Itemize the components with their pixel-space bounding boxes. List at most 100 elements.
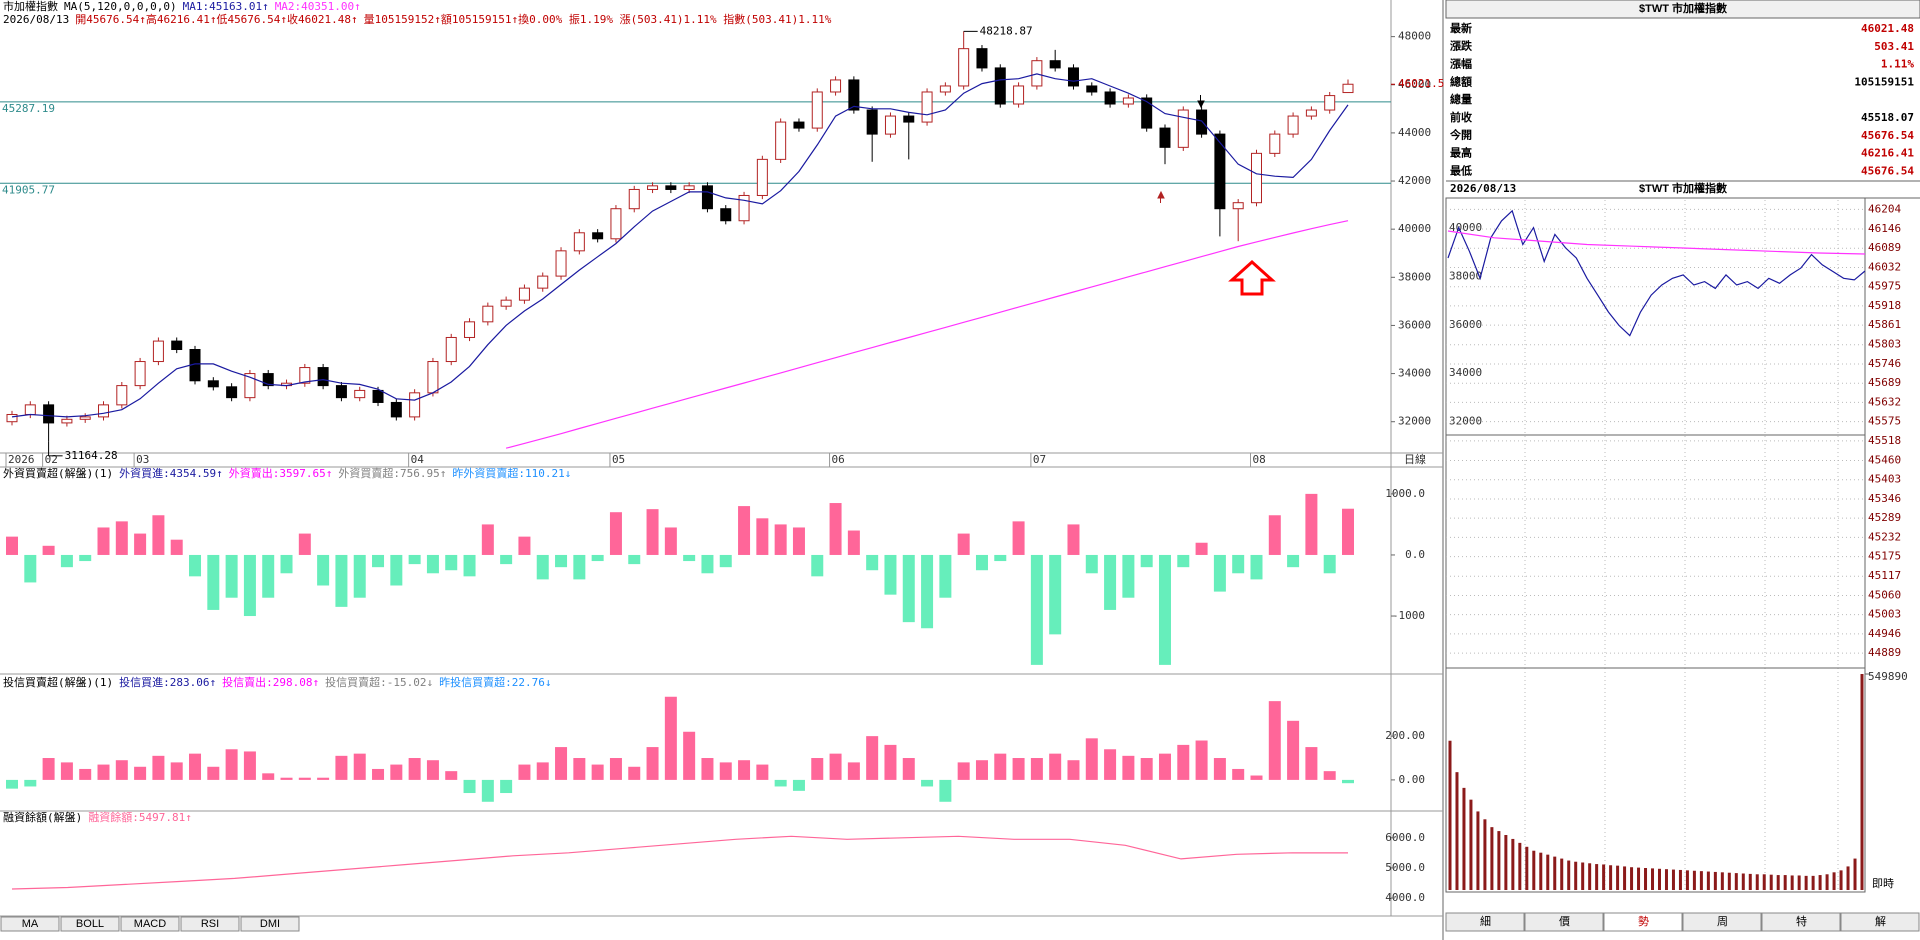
candle-body bbox=[317, 367, 329, 387]
candle-body bbox=[830, 79, 842, 93]
bar bbox=[792, 527, 805, 555]
bar bbox=[1195, 542, 1208, 555]
side-tab-label[interactable]: 解 bbox=[1875, 914, 1886, 928]
candle-body bbox=[903, 115, 915, 123]
bar bbox=[646, 509, 659, 555]
y-tick-label: 46032 bbox=[1868, 260, 1901, 273]
y-tick-label: 44889 bbox=[1868, 646, 1901, 659]
tab[interactable] bbox=[0, 916, 60, 932]
side-tab-label[interactable]: 周 bbox=[1717, 915, 1728, 928]
x-tick-label: 07 bbox=[1033, 453, 1046, 466]
candle-body bbox=[299, 367, 311, 384]
bar bbox=[1818, 875, 1822, 890]
candle-body bbox=[152, 340, 164, 363]
tab-label[interactable]: BOLL bbox=[76, 918, 104, 930]
quote-label: 漲跌 bbox=[1450, 39, 1473, 53]
bar bbox=[1546, 854, 1550, 890]
y-tick-label: 5000.0 bbox=[1385, 861, 1425, 874]
side-tab[interactable] bbox=[1524, 912, 1604, 932]
bar bbox=[1762, 874, 1766, 890]
side-tab-label[interactable]: 勢 bbox=[1638, 914, 1649, 928]
reference-label: 45287.19 bbox=[2, 102, 55, 115]
side-tab[interactable] bbox=[1603, 912, 1683, 932]
side-tab[interactable] bbox=[1682, 912, 1762, 932]
x-tick-label: 04 bbox=[411, 453, 425, 466]
bar bbox=[756, 518, 769, 555]
intraday-date: 2026/08/13 bbox=[1450, 182, 1516, 195]
side-tab-label[interactable]: 價 bbox=[1559, 914, 1570, 928]
y-tick-label: 40000 bbox=[1398, 222, 1431, 235]
bar bbox=[1232, 768, 1245, 780]
bar bbox=[1158, 554, 1171, 665]
tab-label[interactable]: MA bbox=[22, 918, 39, 930]
bar bbox=[646, 747, 659, 780]
tab[interactable] bbox=[240, 916, 300, 932]
side-tab[interactable] bbox=[1761, 912, 1841, 932]
quote-label: 最新 bbox=[1450, 21, 1472, 35]
bar bbox=[60, 762, 73, 780]
tab[interactable] bbox=[60, 916, 120, 932]
y-tick-label: 46204 bbox=[1868, 202, 1901, 215]
bar bbox=[1085, 554, 1098, 574]
candle-body bbox=[6, 413, 18, 423]
candle-body bbox=[445, 336, 457, 363]
quote-label: 今開 bbox=[1449, 128, 1472, 142]
quote-value: 45676.54 bbox=[1861, 164, 1914, 177]
header-part: 外資買進:4354.59↑ bbox=[119, 467, 223, 480]
y-tick-label: 46000 bbox=[1398, 78, 1431, 91]
candle-body bbox=[372, 389, 384, 403]
bar bbox=[1030, 554, 1043, 665]
quote-value: 45676.54 bbox=[1861, 129, 1914, 142]
bar bbox=[1213, 758, 1226, 780]
y-tick-label: 45346 bbox=[1868, 492, 1901, 505]
bar bbox=[1104, 749, 1117, 780]
side-tab[interactable] bbox=[1445, 912, 1525, 932]
tab-label[interactable]: MACD bbox=[134, 918, 166, 930]
tab-label[interactable]: DMI bbox=[260, 918, 280, 930]
candle-body bbox=[482, 305, 494, 323]
candle-body bbox=[1196, 109, 1208, 135]
y-tick-label: 45289 bbox=[1868, 511, 1901, 524]
candle-body bbox=[610, 208, 622, 240]
bar bbox=[1692, 870, 1696, 890]
candle-body bbox=[43, 404, 55, 424]
bar bbox=[115, 521, 128, 555]
bar bbox=[1685, 870, 1689, 890]
bar bbox=[225, 554, 238, 598]
bar bbox=[1860, 674, 1864, 890]
bar bbox=[298, 533, 311, 555]
candle-body bbox=[921, 91, 933, 123]
bar bbox=[1287, 720, 1300, 780]
bar bbox=[884, 554, 897, 595]
side-tab-label[interactable]: 細 bbox=[1480, 915, 1491, 928]
tab[interactable] bbox=[180, 916, 240, 932]
candle-body bbox=[1324, 95, 1336, 111]
candle-body bbox=[390, 401, 402, 418]
bar bbox=[1797, 875, 1801, 890]
side-tab-label[interactable]: 特 bbox=[1796, 914, 1807, 928]
bar bbox=[1268, 515, 1281, 555]
candle-body bbox=[811, 91, 823, 129]
tab-label[interactable]: RSI bbox=[201, 918, 219, 930]
quote-value: 105159151 bbox=[1854, 75, 1914, 88]
bar bbox=[335, 554, 348, 607]
candle-body bbox=[1232, 202, 1244, 210]
reference-label: 41905.77 bbox=[2, 183, 55, 196]
side-tab[interactable] bbox=[1840, 912, 1920, 932]
bar bbox=[1644, 868, 1648, 890]
header-part: 外資賣出:3597.65↑ bbox=[229, 466, 333, 480]
bar bbox=[1490, 827, 1494, 890]
bar bbox=[207, 766, 220, 780]
candle-body bbox=[1141, 97, 1153, 129]
y-tick-label: 45689 bbox=[1868, 376, 1901, 389]
bar bbox=[829, 503, 842, 555]
y-tick-label: 38000 bbox=[1398, 270, 1431, 283]
tab[interactable] bbox=[120, 916, 180, 932]
quote-value: 1.11% bbox=[1881, 58, 1914, 71]
bar bbox=[500, 554, 513, 565]
bar bbox=[975, 554, 988, 571]
x-tick-label: 05 bbox=[612, 453, 625, 466]
y-tick-label: 0.00 bbox=[1399, 773, 1426, 786]
bar bbox=[1012, 521, 1025, 555]
bar bbox=[719, 762, 732, 780]
